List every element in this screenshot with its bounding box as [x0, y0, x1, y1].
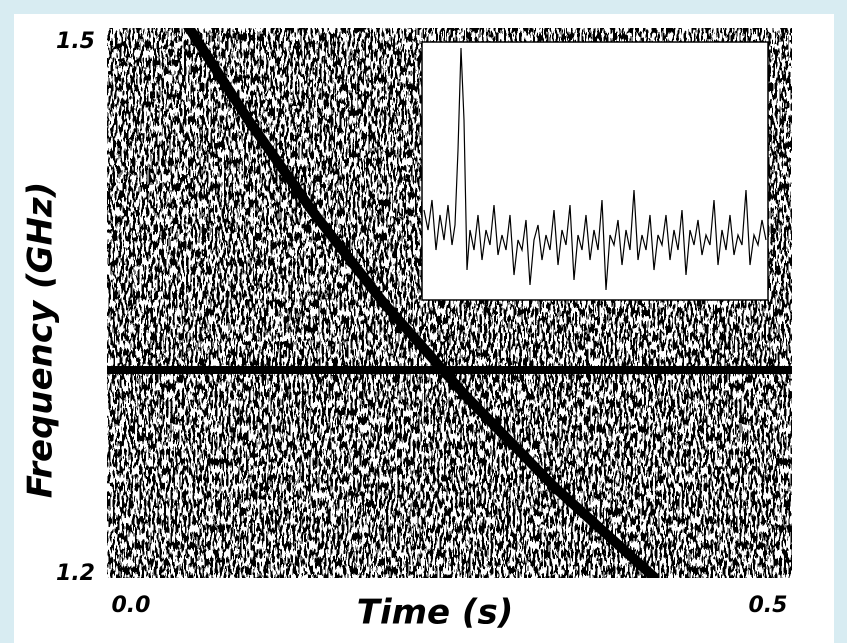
x-axis-title: Time (s) [357, 593, 514, 633]
inset-frame [421, 41, 769, 301]
dispersion-sweep [184, 28, 659, 578]
y-tick-label: 1.5 [56, 29, 95, 54]
x-tick-label: 0.5 [749, 593, 788, 618]
inset-profile [423, 47, 767, 291]
inset [421, 41, 769, 301]
x-tick-label: 0.0 [112, 593, 151, 618]
y-axis-title: Frequency (GHz) [21, 182, 61, 499]
plot-area [184, 28, 659, 578]
y-tick-label: 1.2 [56, 561, 95, 586]
